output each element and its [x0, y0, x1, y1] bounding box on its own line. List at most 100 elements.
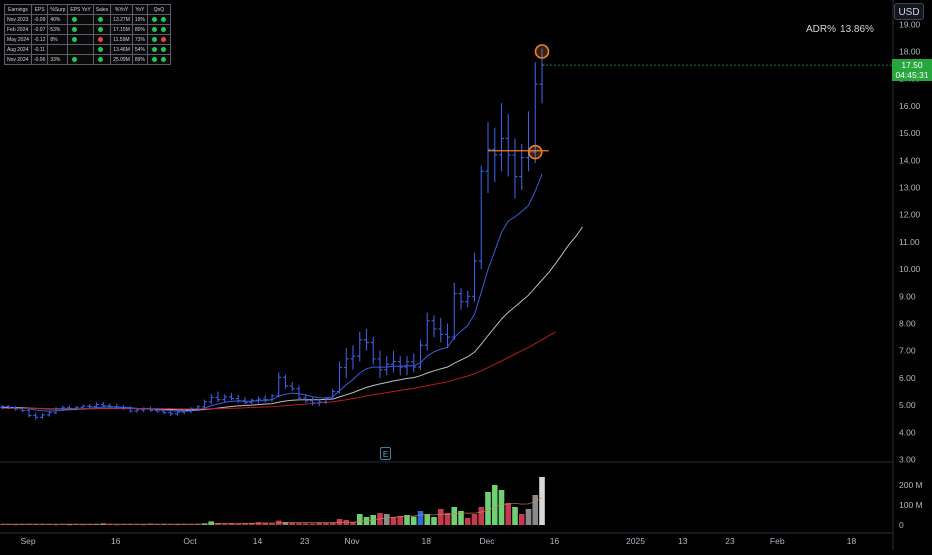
- stats-cell: 19%: [131, 14, 148, 25]
- volume-bar: [424, 514, 431, 525]
- volume-tick-label: 0: [899, 520, 904, 530]
- price-bar: [411, 353, 417, 373]
- price-bar: [343, 347, 349, 378]
- price-bar: [107, 403, 113, 409]
- earnings-stats-table: Earnings EPS %Surp EPS YoY Sales %YoY YoY QoQ N…: [4, 4, 171, 65]
- price-bar: [127, 406, 133, 413]
- volume-bar: [282, 522, 289, 525]
- time-tick-label: 16: [111, 536, 121, 546]
- price-bar: [310, 396, 315, 406]
- volume-bar: [444, 513, 451, 525]
- volume-bar: [235, 523, 242, 525]
- price-bar: [512, 138, 518, 199]
- price-bar: [121, 405, 126, 410]
- stats-status-cell: [67, 24, 94, 35]
- stats-header-cell: QoQ: [146, 4, 171, 15]
- price-bar: [357, 331, 363, 362]
- volume-axis: 0 100 M 200 M: [899, 480, 923, 530]
- price-bar: [235, 394, 241, 403]
- price-tick-label: 9.00: [899, 291, 916, 301]
- price-bar: [296, 385, 302, 401]
- volume-bar: [32, 524, 39, 525]
- price-bar: [377, 350, 383, 378]
- volume-bar: [66, 524, 73, 526]
- price-bar: [424, 312, 430, 351]
- price-bar: [114, 404, 120, 410]
- price-bar: [465, 290, 471, 308]
- price-bar: [26, 408, 32, 418]
- price-bar: [350, 345, 356, 370]
- highlight-circle: [534, 44, 550, 59]
- stats-row: Aug 2024 -0.11 13.46M 54%: [4, 44, 171, 55]
- time-tick-label: 2025: [626, 536, 645, 546]
- volume-bar: [329, 522, 336, 525]
- status-dot-icon: [160, 56, 166, 62]
- volume-bar: [437, 509, 444, 525]
- price-bar: [283, 374, 288, 389]
- volume-bar: [532, 495, 539, 525]
- price-bar: [458, 288, 464, 310]
- price-bar: [215, 391, 221, 402]
- volume-bar: [451, 507, 458, 525]
- price-bar: [316, 399, 322, 407]
- price-bar: [323, 396, 329, 405]
- price-bar: [519, 143, 525, 191]
- stats-cell: 25.09M: [110, 54, 133, 65]
- price-bar: [249, 398, 255, 406]
- price-bar: [6, 405, 12, 410]
- status-dot-icon: [97, 26, 103, 32]
- volume-bar: [0, 524, 5, 525]
- price-tick-label: 7.00: [899, 346, 916, 356]
- status-dot-icon: [72, 16, 78, 22]
- price-bar: [229, 392, 234, 401]
- time-tick-label: 13: [678, 536, 688, 546]
- volume-bar: [174, 524, 181, 526]
- price-tick-label: 14.00: [899, 155, 921, 165]
- status-dot-icon: [160, 46, 166, 52]
- stats-cell: 17.15M: [110, 24, 133, 35]
- stats-header-cell: %YoY: [110, 4, 133, 15]
- price-bar: [404, 356, 410, 376]
- volume-bar: [262, 522, 269, 525]
- moving-average-line: [2, 331, 556, 410]
- volume-bar: [431, 517, 437, 525]
- currency-button[interactable]: USD: [894, 3, 924, 20]
- adr-label: ADR%: [806, 24, 837, 35]
- volume-bar: [248, 523, 255, 525]
- volume-tick-label: 100 M: [899, 500, 923, 510]
- status-dot-icon: [160, 16, 166, 22]
- annotation-layer: [488, 44, 893, 160]
- price-tick-label: 4.00: [899, 427, 916, 437]
- earnings-event-marker[interactable]: E: [380, 447, 391, 460]
- stats-status-cell: [146, 54, 171, 65]
- stats-status-cell: [146, 34, 171, 45]
- volume-bar: [154, 524, 161, 525]
- price-bar: [195, 405, 201, 412]
- volume-bar: [458, 511, 464, 525]
- stats-cell: 53%: [47, 24, 69, 35]
- time-tick-label: Dec: [479, 536, 495, 546]
- status-dot-icon: [151, 16, 157, 22]
- price-tick-label: 11.00: [899, 237, 920, 247]
- stats-status-cell: [67, 44, 94, 55]
- stats-status-cell: [67, 14, 94, 25]
- volume-bar: [383, 514, 390, 525]
- status-dot-icon: [160, 26, 166, 32]
- volume-bar: [417, 511, 424, 525]
- volume-bar: [221, 523, 228, 525]
- status-dot-icon: [97, 56, 103, 62]
- price-bar: [478, 165, 484, 270]
- bar-countdown: 04:45:31: [895, 70, 929, 80]
- status-dot-icon: [97, 46, 103, 52]
- stats-header-cell: Earnings: [4, 4, 32, 15]
- price-axis: 3.00 4.00 5.00 6.00 7.00 8.00 9.00 10.00 11.00 12…: [899, 19, 921, 464]
- price-tick-label: 8.00: [899, 319, 916, 329]
- price-bar: [256, 396, 261, 404]
- time-tick-label: 14: [253, 536, 263, 546]
- price-bar: [87, 404, 93, 409]
- volume-bar: [12, 524, 19, 526]
- price-bar: [94, 402, 99, 408]
- price-bar: [262, 395, 268, 403]
